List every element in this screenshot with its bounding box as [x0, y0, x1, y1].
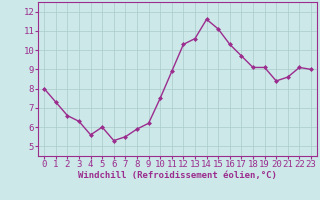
X-axis label: Windchill (Refroidissement éolien,°C): Windchill (Refroidissement éolien,°C): [78, 171, 277, 180]
